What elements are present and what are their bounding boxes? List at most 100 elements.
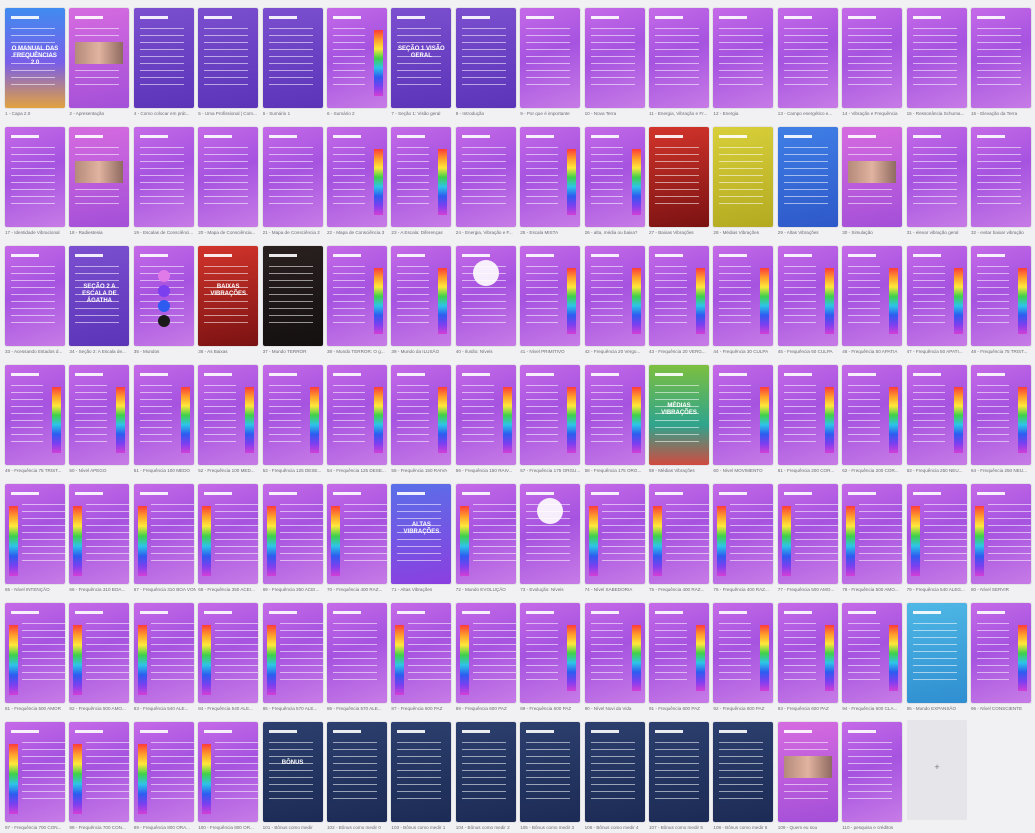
slide-preview [262, 246, 323, 346]
slide-preview [133, 722, 194, 822]
frequency-scale-graphic [824, 268, 834, 334]
slide-caption: 82 - Frequência 500 AMO... [69, 706, 126, 711]
photo-image [75, 42, 124, 64]
slide-caption: 95 - Mundo EXPANSÃO [906, 706, 957, 711]
slide-caption: 48 - Frequência 75 TRIST... [971, 349, 1028, 354]
slide-preview [198, 484, 259, 584]
frequency-scale-graphic [889, 268, 899, 334]
frequency-scale-graphic [631, 149, 641, 215]
slide-caption: 43 - Frequência 20 VERG... [649, 349, 706, 354]
slide-preview [391, 365, 452, 465]
slide-preview: BÔNUS [262, 722, 323, 822]
add-slide-button[interactable]: + [907, 720, 967, 820]
slide-caption: 11 - Energia, Vibração e Fr... [649, 111, 708, 116]
slide-caption: 39 - Mundo da ILUSÃO [391, 349, 440, 354]
frequency-scale-graphic [245, 387, 255, 453]
slide-caption: 62 - Frequência 200 COR... [842, 468, 899, 473]
slide-preview [777, 365, 838, 465]
slide-preview [777, 127, 838, 227]
slide-preview [584, 484, 645, 584]
slide-heading: SEÇÃO 1 VISÃO GERAL [398, 46, 445, 59]
slide-caption: 32 - evitar baixar vibração [971, 230, 1024, 235]
slide-preview [971, 484, 1031, 584]
slide-caption: 63 - Frequência 250 NEU... [906, 468, 963, 473]
slide-preview [455, 603, 516, 703]
slide-caption: 69 - Frequência 350 ACEI... [262, 587, 320, 592]
slide-preview [842, 8, 903, 108]
slide-preview [906, 8, 967, 108]
frequency-scale-graphic [717, 506, 727, 576]
slide-preview [69, 8, 130, 108]
slide-caption: 83 - Frequência 540 ALE... [133, 706, 189, 711]
frequency-scale-graphic [567, 387, 577, 453]
slide-preview [327, 603, 387, 703]
slide-preview [584, 365, 645, 465]
slide-preview [391, 722, 452, 822]
slide-heading: O MANUAL DAS FREQUÊNCIAS 2.0 [11, 46, 59, 66]
slide-preview [906, 603, 967, 703]
slide-preview [649, 722, 709, 822]
slide-preview [455, 365, 516, 465]
slide-preview [584, 722, 645, 822]
frequency-scale-graphic [588, 506, 598, 576]
frequency-scale-graphic [631, 268, 641, 334]
slide-preview [842, 127, 903, 227]
slide-preview [198, 8, 259, 108]
frequency-scale-graphic [9, 744, 18, 814]
slide-caption: 74 - Nível SABEDORIA [584, 587, 633, 592]
slide-preview [5, 365, 65, 465]
slide-preview [842, 365, 903, 465]
slide-caption: 88 - Frequência 600 PAZ [455, 706, 507, 711]
slide-caption: 59 - Médias Vibrações [649, 468, 695, 473]
slide-caption: 44 - Frequência 30 CULPA [713, 349, 769, 354]
slide-caption: 54 - Frequência 125 DESE... [327, 468, 386, 473]
slide-caption: 76 - Frequência 400 RAZ... [713, 587, 769, 592]
slide-preview [327, 246, 387, 346]
slide-caption: 98 - Frequência 700 CON... [69, 825, 126, 830]
slide-preview [713, 603, 774, 703]
slide-preview [69, 603, 130, 703]
slide-caption: 96 - Nível CONSCIENTE [971, 706, 1023, 711]
slide-heading: MÉDIAS VIBRAÇÕES [661, 403, 697, 416]
slide-caption: 65 - Nível INTENÇÃO [5, 587, 50, 592]
slide-caption: 41 - Nível PRIMITIVO [520, 349, 565, 354]
slide-preview [133, 365, 194, 465]
slide-caption: 12 - Energia [713, 111, 739, 116]
slide-preview: ALTAS VIBRAÇÕES [391, 484, 452, 584]
slide-preview [971, 246, 1031, 346]
slide-caption: 101 - Bônus como medir [262, 825, 313, 830]
slide-caption: 2 - Apresentação [69, 111, 105, 116]
slide-preview [713, 246, 774, 346]
slide-preview [584, 246, 645, 346]
frequency-scale-graphic [760, 625, 770, 691]
slide-preview [198, 722, 259, 822]
slide-caption: 47 - Frequência 50 APATI... [906, 349, 963, 354]
slide-preview [906, 246, 967, 346]
slide-caption: 4 - Como colocar em prát... [133, 111, 190, 116]
slide-preview [713, 722, 774, 822]
slide-caption: 33 - Acessando Estados d... [5, 349, 63, 354]
slide-preview [133, 603, 194, 703]
frequency-scale-graphic [889, 625, 899, 691]
slide-preview: SEÇÃO 1 VISÃO GERAL [391, 8, 452, 108]
frequency-scale-graphic [1018, 268, 1027, 334]
slide-caption: 85 - Frequência 570 ALE... [262, 706, 318, 711]
frequency-scale-graphic [824, 625, 834, 691]
slide-caption: 30 - Simulação [842, 230, 873, 235]
slide-caption: 78 - Frequência 500 AMO... [842, 587, 899, 592]
slide-caption: 25 - Escala MISTA [520, 230, 559, 235]
frequency-scale-graphic [760, 387, 770, 453]
frequency-scale-graphic [567, 149, 577, 215]
slide-caption: 71 - Altas Vibrações [391, 587, 433, 592]
slide-preview [713, 365, 774, 465]
slide-caption: 81 - Frequência 500 AMOR [5, 706, 61, 711]
slide-preview [391, 127, 452, 227]
slide-caption: 68 - Frequência 350 ACEI... [198, 587, 255, 592]
slide-preview [133, 246, 194, 346]
slide-caption: 8 - Introdução [455, 111, 485, 116]
frequency-scale-graphic [202, 744, 212, 814]
slide-preview [520, 246, 581, 346]
slide-caption: 34 - Seção 2: A Escala de... [69, 349, 126, 354]
slide-preview [971, 8, 1031, 108]
slide-caption: 109 - Quem eu sou [777, 825, 818, 830]
